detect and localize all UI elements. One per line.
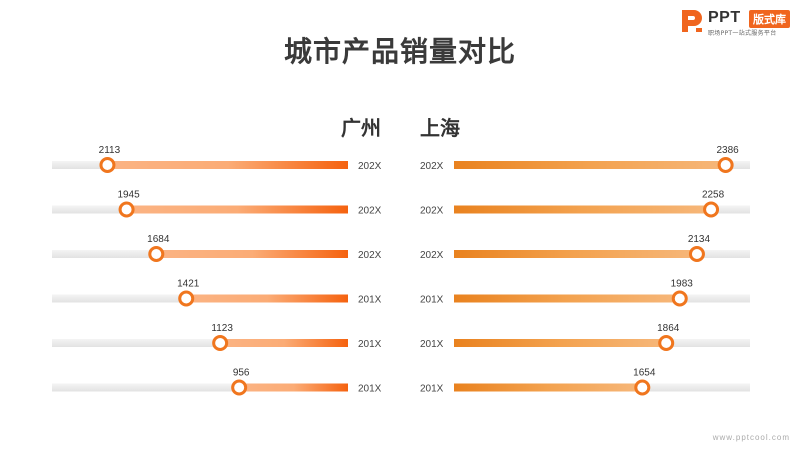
bar-shanghai: [454, 161, 726, 169]
marker-guangzhou: [148, 246, 165, 262]
category-label-right: 201X: [420, 384, 444, 395]
category-label-right: 201X: [420, 339, 444, 350]
series-label-shanghai: 上海: [420, 116, 460, 140]
brand-tagline: 职场PPT一站式服务平台: [708, 30, 777, 37]
marker-guangzhou: [212, 335, 229, 351]
marker-guangzhou: [99, 157, 116, 173]
series-label-guangzhou: 广州: [341, 116, 381, 140]
bar-shanghai: [454, 339, 667, 347]
footer-url: www.pptcool.com: [712, 433, 790, 442]
category-label-right: 202X: [420, 206, 444, 217]
brand-logo: PPT 版式库 职场PPT一站式服务平台: [679, 8, 795, 38]
bar-shanghai: [454, 250, 697, 258]
value-label-guangzhou: 956: [233, 368, 250, 379]
chart-title: 城市产品销量对比: [283, 35, 516, 68]
marker-shanghai: [634, 379, 651, 396]
value-label-shanghai: 1864: [657, 323, 680, 334]
brand-name: PPT: [708, 9, 741, 26]
bar-shanghai: [454, 205, 712, 214]
category-label-right: 201X: [420, 295, 444, 306]
value-label-guangzhou: 1684: [147, 234, 170, 245]
category-label-right: 202X: [420, 250, 444, 261]
bar-guangzhou: [156, 250, 348, 258]
value-label-guangzhou: 1945: [117, 190, 140, 201]
category-label-left: 201X: [358, 295, 382, 306]
marker-shanghai: [703, 201, 720, 218]
value-label-shanghai: 1983: [671, 279, 694, 290]
value-label-guangzhou: 1123: [211, 323, 233, 334]
value-label-shanghai: 2258: [702, 190, 725, 201]
bar-shanghai: [454, 383, 643, 392]
value-label-guangzhou: 2113: [99, 145, 121, 156]
category-label-right: 202X: [420, 161, 444, 172]
bar-guangzhou: [239, 383, 348, 392]
marker-guangzhou: [231, 379, 248, 396]
value-label-shanghai: 2386: [717, 145, 740, 156]
marker-guangzhou: [118, 201, 135, 218]
category-label-left: 201X: [358, 384, 382, 395]
track-left: [52, 383, 348, 392]
track-left: [52, 339, 348, 347]
brand-badge: 版式库: [749, 10, 790, 28]
marker-shanghai: [688, 246, 705, 262]
bar-guangzhou: [107, 161, 348, 169]
bar-shanghai: [454, 294, 680, 303]
marker-guangzhou: [178, 290, 195, 307]
category-label-left: 202X: [358, 206, 382, 217]
category-label-left: 202X: [358, 161, 382, 172]
category-label-left: 201X: [358, 339, 382, 350]
bar-guangzhou: [220, 339, 348, 347]
bar-guangzhou: [126, 205, 348, 214]
marker-shanghai: [671, 290, 688, 307]
bar-guangzhou: [186, 294, 348, 303]
value-label-shanghai: 2134: [688, 234, 711, 245]
ppt-logo-icon: [682, 10, 702, 32]
marker-shanghai: [717, 157, 734, 173]
category-label-left: 202X: [358, 250, 382, 261]
value-label-shanghai: 1654: [633, 368, 656, 379]
value-label-guangzhou: 1421: [177, 279, 200, 290]
marker-shanghai: [658, 335, 675, 351]
